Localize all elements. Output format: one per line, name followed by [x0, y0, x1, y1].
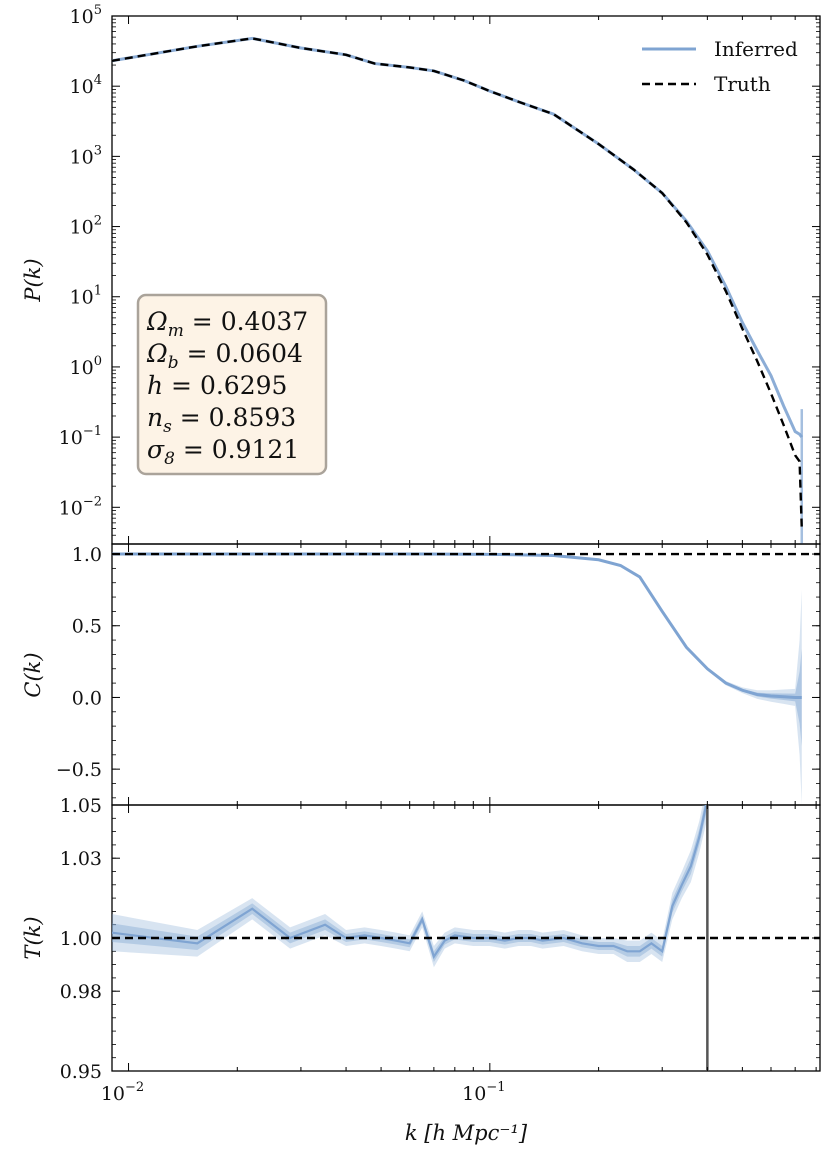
y-tick-label: 10−1: [59, 424, 102, 449]
power-spectrum-panel: 105 104 103 102 101 100 10−1 10−2 P(k) Inferred…: [21, 3, 821, 545]
cross-correlation-panel: 1.0 0.5 0.0 −0.5 C(k): [21, 543, 821, 806]
x-axis-label: k [h Mpc⁻¹]: [405, 1121, 528, 1145]
x-tick-label: 10−1: [462, 1080, 505, 1105]
y-tick-label: 101: [70, 284, 102, 309]
y-tick-label: 0.0: [72, 687, 102, 709]
y-tick-label: 1.05: [60, 795, 102, 817]
parameter-line: h = 0.6295: [147, 371, 287, 400]
power-spectrum-yticks: 105 104 103 102 101 100 10−1 10−2: [59, 3, 820, 545]
cross-correlation-ylabel: C(k): [21, 652, 45, 697]
transfer-function-series: [112, 805, 820, 1071]
truth-power-line: [112, 37, 803, 529]
y-tick-label: 103: [70, 143, 102, 168]
y-tick-label: −0.5: [56, 759, 102, 781]
legend-truth-label: Truth: [714, 72, 771, 96]
y-tick-label: 0.95: [60, 1061, 102, 1083]
legend-inferred-label: Inferred: [714, 37, 798, 61]
parameter-line: ns = 0.8593: [147, 403, 296, 437]
parameter-line: σ8 = 0.9121: [147, 435, 299, 469]
cross-correlation-yticks: 1.0 0.5 0.0 −0.5: [56, 544, 820, 799]
x-axis-ticks: 10−2 10−1: [101, 16, 817, 1105]
power-spectrum-series: [112, 36, 804, 544]
cross-correlation-series: [112, 552, 820, 805]
y-tick-label: 1.0: [72, 544, 102, 566]
correlation-band-inner: [112, 554, 802, 746]
parameter-box-background: [136, 293, 328, 476]
y-tick-label: 0.5: [72, 616, 102, 638]
legend: Inferred Truth: [642, 37, 798, 96]
y-tick-label: 10−2: [59, 494, 102, 519]
y-tick-label: 104: [70, 73, 102, 98]
parameter-line: Ωb = 0.0604: [146, 339, 303, 373]
correlation-band-outer: [112, 554, 802, 805]
y-tick-label: 102: [70, 214, 102, 239]
x-tick-label: 10−2: [101, 1080, 144, 1105]
transfer-band-outer: [112, 805, 708, 968]
transfer-function-ylabel: T(k): [21, 916, 45, 959]
power-spectrum-ylabel: P(k): [21, 258, 45, 302]
y-tick-label: 1.03: [60, 848, 102, 870]
correlation-line: [112, 552, 802, 699]
y-tick-label: 105: [70, 3, 102, 28]
parameter-line: Ωm = 0.4037: [146, 307, 308, 341]
y-tick-label: 1.00: [60, 928, 102, 950]
transfer-function-panel: 1.05 1.03 1.00 0.98 0.95 10−2 10−1 T(k) k [h …: [21, 16, 821, 1145]
transfer-function-yticks: 1.05 1.03 1.00 0.98 0.95: [60, 795, 820, 1083]
y-tick-label: 100: [70, 354, 102, 379]
y-tick-label: 0.98: [60, 981, 102, 1003]
